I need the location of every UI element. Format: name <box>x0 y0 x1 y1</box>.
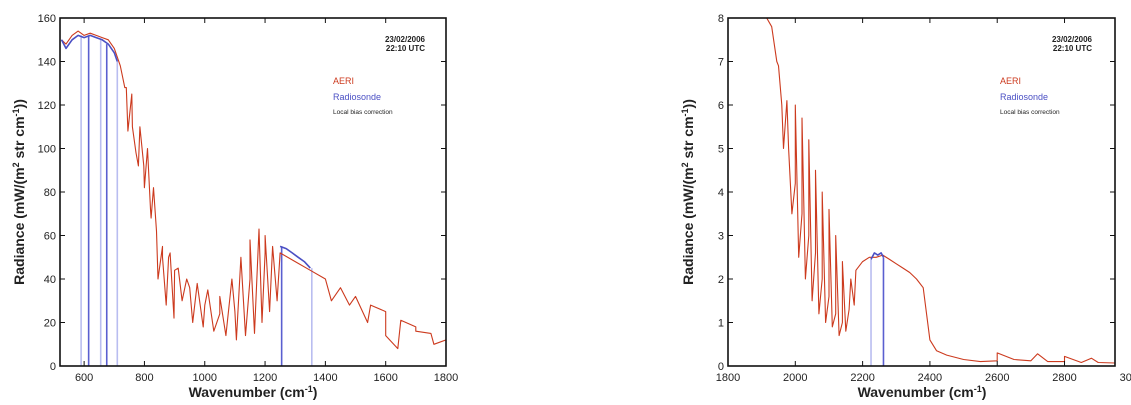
annotation-time: 22:10 UTC <box>386 44 425 53</box>
y-axis-label-part: -1 <box>680 108 690 116</box>
legend-entry-bias-correction: Local bias correction <box>333 109 393 116</box>
chart-panel-2: 1800 2000 2200 2400 2600 2800 3000 0 1 2 3 4 5 6 7 8 Wav… <box>680 13 1131 400</box>
x-axis-label-end: ) <box>982 384 987 400</box>
x-axis-label-sup: -1 <box>974 384 982 394</box>
x-axis-label-end: ) <box>313 384 318 400</box>
annotation-date: 23/02/2006 <box>1052 35 1093 44</box>
x-tick-label: 2400 <box>918 372 942 384</box>
y-tick-label: 0 <box>50 361 56 373</box>
y-tick-label: 3 <box>718 231 724 243</box>
y-axis-label-part: 2 <box>11 162 21 167</box>
y-tick-label: 160 <box>38 13 56 25</box>
y-tick-label: 7 <box>718 57 724 69</box>
annotation-time: 22:10 UTC <box>1053 44 1092 53</box>
y-tick-label: 8 <box>718 13 724 25</box>
series-line-radiosonde <box>60 34 119 62</box>
y-axis-label-part: -1 <box>11 108 21 116</box>
x-tick-label: 3000 <box>1120 372 1131 384</box>
y-axis-label-part: )) <box>11 99 27 108</box>
x-tick-label: 1200 <box>253 372 277 384</box>
y-axis-label-part: Radiance (mW/(m <box>680 167 696 284</box>
y-tick-label: 140 <box>38 57 56 69</box>
y-tick-label: 2 <box>718 274 724 286</box>
x-tick-label: 1400 <box>313 372 337 384</box>
y-tick-label: 100 <box>38 144 56 156</box>
x-tick-label: 2200 <box>850 372 874 384</box>
y-tick-label: 40 <box>44 274 56 286</box>
y-axis-label: Radiance (mW/(m2 str cm-1)) <box>680 99 696 285</box>
y-tick-label: 0 <box>718 361 724 373</box>
y-tick-label: 1 <box>718 318 724 330</box>
x-tick-label: 1600 <box>373 372 397 384</box>
annotation-date: 23/02/2006 <box>385 35 426 44</box>
y-axis-label: Radiance (mW/(m2 str cm-1)) <box>11 99 27 285</box>
x-tick-label: 2000 <box>783 372 807 384</box>
y-tick-label: 6 <box>718 100 724 112</box>
y-tick-label: 120 <box>38 100 56 112</box>
y-axis-label-part: Radiance (mW/(m <box>11 167 27 284</box>
legend-entry-bias-correction: Local bias correction <box>1000 109 1060 116</box>
y-tick-label: 20 <box>44 318 56 330</box>
y-axis-label-part: )) <box>680 99 696 108</box>
y-axis-label-part: str cm <box>11 116 27 162</box>
x-axis-label-sup: -1 <box>305 384 313 394</box>
x-tick-label: 600 <box>75 372 93 384</box>
y-tick-label: 80 <box>44 187 56 199</box>
x-axis-label: Wavenumber (cm-1) <box>189 384 318 400</box>
x-tick-label: 1800 <box>716 372 740 384</box>
y-axis-label-part: str cm <box>680 116 696 162</box>
legend-entry-radiosonde: Radiosonde <box>333 92 381 102</box>
legend-entry-aeri: AERI <box>1000 76 1021 86</box>
y-tick-label: 60 <box>44 231 56 243</box>
x-axis-label-text: Wavenumber (cm <box>858 384 974 400</box>
x-tick-label: 1800 <box>434 372 458 384</box>
legend-entry-radiosonde: Radiosonde <box>1000 92 1048 102</box>
x-tick-label: 1000 <box>193 372 217 384</box>
y-axis-label-part: 2 <box>680 162 690 167</box>
x-axis-label: Wavenumber (cm-1) <box>858 384 987 400</box>
y-tick-label: 4 <box>718 187 724 199</box>
plot-area <box>766 18 1115 366</box>
legend-entry-aeri: AERI <box>333 76 354 86</box>
x-tick-label: 2600 <box>985 372 1009 384</box>
series-line-aeri <box>766 18 1115 364</box>
plot-frame <box>727 17 1116 367</box>
series-line-aeri <box>61 30 446 350</box>
x-tick-label: 800 <box>135 372 153 384</box>
series-line-radiosonde <box>870 252 885 260</box>
y-tick-label: 5 <box>718 144 724 156</box>
series-line-radiosonde <box>279 245 311 269</box>
x-axis-label-text: Wavenumber (cm <box>189 384 305 400</box>
chart-panel-1: 600 800 1000 1200 1400 1600 1800 0 20 40 60 80 100 12… <box>11 13 458 400</box>
x-tick-label: 2800 <box>1052 372 1076 384</box>
plot-area <box>60 30 446 366</box>
